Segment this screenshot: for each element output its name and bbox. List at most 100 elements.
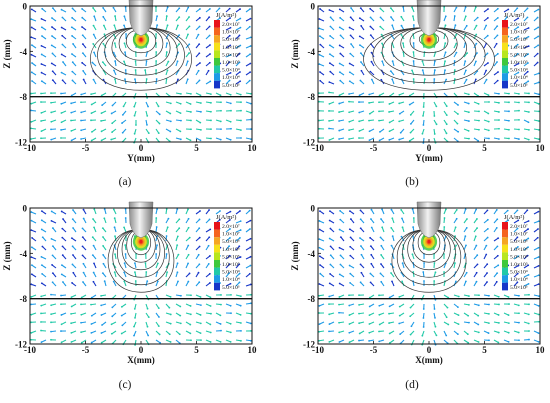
- field-arrow-head: [348, 26, 351, 29]
- field-arrow-head: [495, 208, 498, 211]
- panel-c: 0 -4 -8 -12-10 -5 0 5 10 Z (mm) X(mm) J(A/m²) 2.0×1…: [2, 201, 257, 391]
- field-arrow-head: [445, 208, 447, 211]
- field-arrow-head: [360, 61, 362, 63]
- field-arrow-head: [156, 262, 159, 265]
- field-arrow-head: [80, 331, 83, 334]
- x-tick-label: 0: [139, 345, 144, 355]
- field-arrow-head: [328, 9, 331, 11]
- field-arrow-head: [328, 62, 331, 65]
- z-tick-label: -12: [303, 138, 315, 148]
- field-arrow-head: [338, 102, 341, 105]
- field-arrow-head: [50, 138, 53, 141]
- field-arrow-head: [111, 306, 114, 309]
- x-tick-label: 10: [536, 143, 546, 153]
- field-arrow-head: [72, 227, 74, 229]
- field-arrow-head: [466, 218, 468, 220]
- field-arrow-head: [92, 42, 95, 45]
- z-tick-label: 0: [311, 2, 316, 12]
- field-arrow-head: [199, 8, 201, 10]
- field-arrow-head: [198, 79, 201, 82]
- field-arrow-head: [526, 209, 529, 212]
- field-arrow-head: [101, 227, 104, 230]
- legend-swatch: [214, 35, 220, 43]
- field-arrow-head: [169, 102, 172, 105]
- field-arrow-head: [409, 333, 412, 336]
- legend-level-label: 1.0×10⁴: [510, 277, 528, 283]
- field-arrow-head: [229, 17, 231, 19]
- high-density-core: [427, 37, 431, 42]
- field-arrow-head: [434, 316, 436, 319]
- field-arrow-head: [190, 119, 192, 122]
- field-arrow-head: [526, 254, 529, 257]
- field-arrow-head: [123, 262, 126, 265]
- field-arrow-head: [50, 44, 53, 47]
- field-arrow-head: [146, 124, 148, 126]
- field-arrow-head: [537, 35, 540, 38]
- field-arrow-head: [329, 227, 332, 230]
- field-arrow-head: [229, 102, 232, 105]
- field-arrow-head: [464, 235, 467, 238]
- field-arrow-head: [468, 137, 470, 140]
- field-arrow-head: [486, 52, 489, 55]
- legend-swatch: [214, 20, 220, 28]
- field-arrow-head: [467, 111, 470, 114]
- field-arrow-head: [239, 220, 242, 223]
- field-arrow-head: [409, 315, 412, 318]
- field-arrow-head: [381, 60, 384, 63]
- field-arrow-head: [90, 314, 93, 317]
- field-arrow-head: [50, 62, 53, 65]
- field-arrow-head: [408, 139, 411, 142]
- field-arrow-head: [144, 69, 147, 71]
- field-arrow-head: [209, 228, 212, 231]
- field-arrow-head: [498, 322, 500, 324]
- field-arrow-head: [179, 322, 182, 325]
- field-arrow-head: [51, 227, 54, 229]
- field-arrow-head: [239, 44, 242, 47]
- field-arrow-head: [169, 341, 172, 343]
- field-arrow-head: [30, 303, 32, 306]
- field-arrow-head: [486, 236, 489, 239]
- field-arrow-head: [30, 338, 32, 341]
- field-arrow-head: [60, 26, 63, 29]
- field-arrow-head: [339, 236, 342, 239]
- field-arrow-head: [40, 26, 43, 29]
- field-arrow-head: [368, 314, 371, 317]
- field-arrow-head: [111, 122, 114, 125]
- field-arrow-head: [190, 339, 192, 342]
- field-arrow-head: [497, 314, 500, 316]
- field-arrow-head: [123, 226, 125, 229]
- field-arrow-head: [50, 111, 53, 114]
- field-arrow-head: [360, 253, 363, 256]
- field-arrow-head: [496, 16, 499, 19]
- field-arrow-head: [349, 52, 352, 55]
- field-arrow-head: [30, 211, 33, 213]
- field-arrow-head: [516, 43, 519, 46]
- field-arrow-head: [250, 339, 252, 342]
- field-arrow-head: [179, 305, 182, 308]
- field-arrow-head: [487, 129, 490, 132]
- field-arrow-head: [30, 120, 33, 123]
- field-arrow-head: [358, 332, 361, 335]
- legend-level-label: 1.0×10⁷: [510, 232, 528, 238]
- legend-swatch: [214, 237, 220, 245]
- field-arrow-head: [370, 262, 373, 265]
- field-arrow-head: [51, 17, 53, 19]
- field-arrow-head: [381, 42, 383, 45]
- field-arrow-head: [498, 138, 500, 140]
- contour-line: [400, 27, 458, 61]
- legend-swatch: [502, 222, 508, 230]
- field-arrow-head: [433, 115, 436, 117]
- field-arrow-head: [328, 120, 330, 122]
- field-arrow-head: [239, 295, 242, 298]
- field-arrow-head: [338, 129, 341, 132]
- field-arrow-head: [61, 254, 64, 257]
- field-arrow-head: [189, 103, 192, 105]
- field-arrow-head: [92, 33, 95, 36]
- field-arrow-head: [70, 26, 73, 29]
- current-density-contours: [363, 27, 495, 91]
- field-arrow-head: [102, 15, 105, 18]
- field-arrow-head: [349, 218, 352, 220]
- field-arrow-head: [60, 314, 63, 316]
- field-arrow-head: [31, 62, 33, 64]
- field-arrow-head: [121, 113, 124, 116]
